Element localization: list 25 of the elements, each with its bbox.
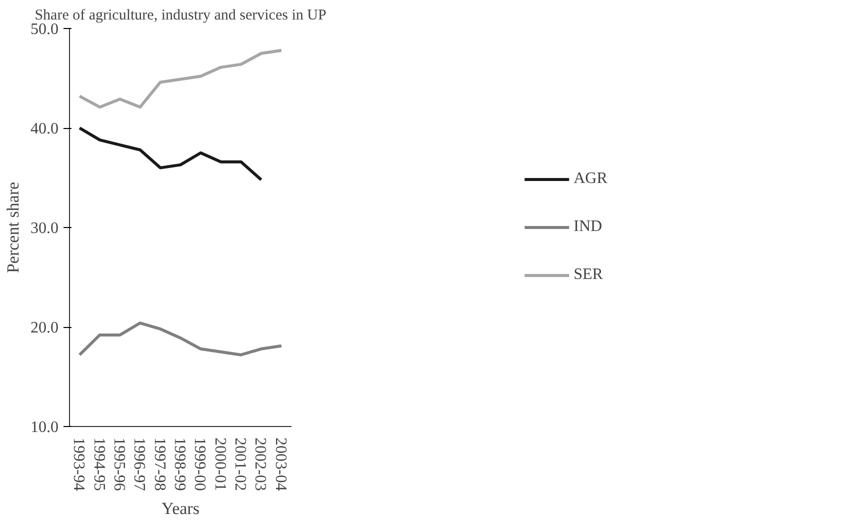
x-tick-label: 2002-03 (252, 438, 269, 491)
y-tick-label: 50.0 (30, 21, 58, 38)
legend-label: AGR (574, 170, 608, 188)
x-tick-label: 1999-00 (191, 438, 208, 491)
x-tick-label: 1993-94 (70, 438, 88, 491)
x-tick-label: 2001-02 (232, 438, 249, 491)
x-tick-label: 2000-01 (211, 438, 228, 491)
x-tick-label: 1998-99 (171, 438, 188, 491)
x-tick-label: 1994-95 (90, 438, 108, 491)
y-axis-title: Percent share (4, 182, 22, 274)
legend-label: SER (574, 266, 603, 284)
line-series (78, 322, 283, 356)
x-tick-label: 1995-96 (110, 438, 128, 491)
legend-label: IND (574, 218, 602, 236)
x-axis-title: Years (162, 498, 200, 518)
y-tick-label: 30.0 (30, 220, 58, 237)
line-series (78, 48, 283, 109)
chart-title: Share of agriculture, industry and services in UP (34, 8, 326, 24)
y-tick-label: 20.0 (30, 320, 58, 336)
x-tick-label: 1997-98 (150, 438, 168, 491)
line-series (78, 126, 263, 182)
y-tick-label: 10.0 (30, 419, 58, 436)
x-tick-label: 1996-97 (130, 438, 148, 491)
x-tick-label: 2003-04 (272, 438, 289, 491)
y-tick-label: 40.0 (30, 120, 58, 138)
